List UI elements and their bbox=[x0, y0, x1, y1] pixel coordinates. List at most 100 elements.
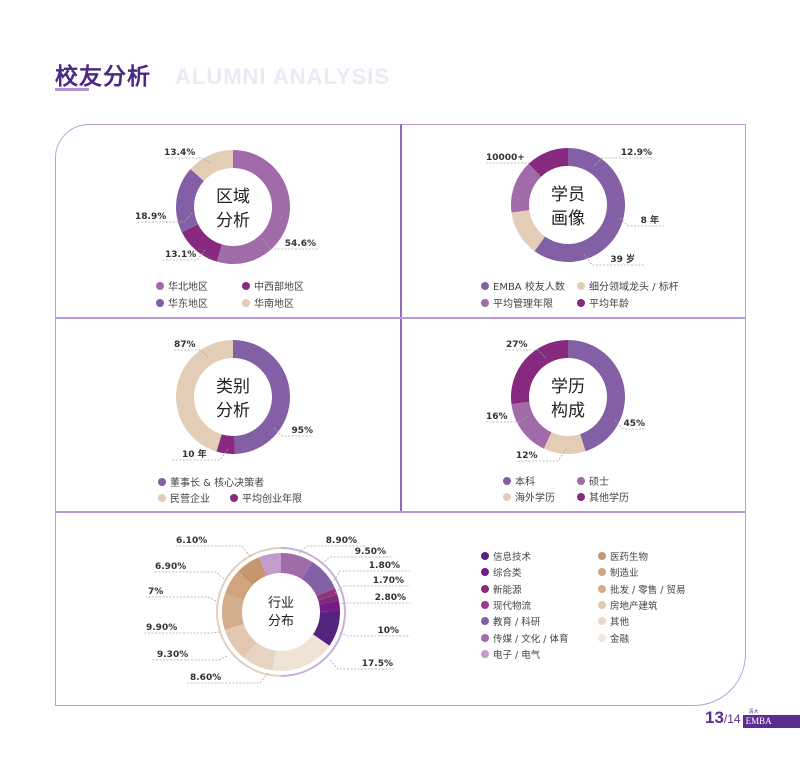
legend-label: EMBA 校友人数 bbox=[493, 282, 565, 293]
page-total: /14 bbox=[723, 712, 741, 726]
legend-label: 本科 bbox=[515, 477, 535, 488]
donut-slice bbox=[181, 224, 222, 262]
donut-slice bbox=[510, 340, 568, 405]
legend-dot bbox=[598, 617, 606, 626]
badge-label: EMBA bbox=[745, 716, 772, 726]
legend-label: 硕士 bbox=[589, 477, 609, 488]
donut-slice bbox=[237, 557, 267, 586]
legend-item: 其他 bbox=[598, 614, 629, 628]
slice-value-label: 16% bbox=[486, 412, 508, 422]
legend-label: 教育 / 科研 bbox=[493, 617, 541, 629]
legend-label: 制造业 bbox=[610, 568, 639, 580]
legend-label: 批发 / 零售 / 贸易 bbox=[610, 584, 686, 596]
legend-label: 房地产建筑 bbox=[610, 600, 658, 612]
slice-value-label: 1.80% bbox=[369, 561, 400, 571]
donut-center-title: 区域 bbox=[216, 187, 250, 207]
donut-slice bbox=[319, 600, 340, 612]
slice-value-label: 27% bbox=[506, 340, 528, 350]
legend-item: 民营企业 bbox=[158, 490, 210, 505]
slice-value-label: 6.90% bbox=[155, 562, 186, 572]
slice-value-label: 10000+ bbox=[486, 153, 525, 163]
badge-sup: 清大 bbox=[748, 710, 759, 715]
donut-slice bbox=[221, 593, 244, 630]
legend-item: 华北地区 bbox=[156, 278, 208, 293]
slice-value-label: 9.30% bbox=[157, 650, 188, 660]
slice-value-label: 9.90% bbox=[146, 623, 177, 633]
legend-item: 金融 bbox=[598, 631, 629, 645]
legend-label: 电子 / 电气 bbox=[493, 649, 541, 661]
slice-value-label: 10 年 bbox=[182, 448, 207, 460]
donut-slice bbox=[543, 432, 586, 454]
legend-dot bbox=[577, 281, 585, 290]
page-title: 校友分析 bbox=[55, 64, 151, 91]
legend-label: 其他学历 bbox=[589, 493, 629, 504]
legend-dot bbox=[598, 584, 606, 593]
legend-dot bbox=[598, 568, 606, 577]
legend-label: 华南地区 bbox=[254, 299, 294, 310]
legend-label: 其他 bbox=[610, 617, 630, 629]
donut-slice bbox=[272, 634, 330, 671]
legend-item: 平均创业年限 bbox=[230, 490, 302, 505]
legend-item: 信息技术 bbox=[481, 549, 531, 563]
legend-item: 医药生物 bbox=[598, 549, 648, 563]
legend-dot bbox=[230, 493, 238, 502]
slice-value-label: 13.4% bbox=[164, 148, 195, 158]
legend-label: 细分领域龙头 / 标杆 bbox=[589, 282, 679, 293]
donut-slice bbox=[190, 150, 233, 182]
donut-slice bbox=[301, 561, 335, 597]
donut-slice bbox=[176, 169, 204, 233]
donut-slice bbox=[510, 163, 542, 213]
legend-item: 平均管理年限 bbox=[481, 295, 553, 310]
legend-dot bbox=[158, 493, 166, 502]
slice-value-label: 7% bbox=[148, 587, 163, 597]
slice-value-label: 2.80% bbox=[375, 593, 406, 603]
legend-label: 海外学历 bbox=[515, 493, 555, 504]
slice-value-label: 87% bbox=[174, 340, 196, 350]
slice-value-label: 9.50% bbox=[355, 547, 386, 557]
legend-dot bbox=[158, 477, 166, 486]
emba-badge: 清大 EMBA bbox=[742, 710, 800, 728]
legend-label: 传媒 / 文化 / 体育 bbox=[493, 633, 569, 645]
legend-item: 海外学历 bbox=[503, 489, 555, 504]
legend-dot bbox=[481, 649, 489, 658]
donut-slice bbox=[318, 594, 339, 605]
legend-label: 金融 bbox=[610, 633, 630, 645]
legend-label: 民营企业 bbox=[170, 494, 210, 505]
divider-horizontal-2 bbox=[55, 511, 746, 513]
donut-center-title: 类别 bbox=[216, 377, 250, 397]
legend-item: 电子 / 电气 bbox=[481, 647, 540, 661]
donut-slice bbox=[568, 340, 625, 452]
legend-item: 平均年龄 bbox=[577, 295, 629, 310]
legend-dot bbox=[481, 617, 489, 626]
legend-dot bbox=[577, 476, 585, 485]
legend-item: 新能源 bbox=[481, 582, 522, 596]
legend-dot bbox=[481, 633, 489, 642]
slice-value-label: 6.10% bbox=[176, 536, 207, 546]
page-indicator: 13 /14 清大 EMBA bbox=[705, 708, 800, 728]
slice-value-label: 17.5% bbox=[362, 659, 393, 669]
legend-label: 董事长 & 核心决策者 bbox=[170, 478, 265, 489]
donut-slice bbox=[281, 553, 313, 579]
legend-item: 批发 / 零售 / 贸易 bbox=[598, 582, 685, 596]
legend-item: 教育 / 科研 bbox=[481, 614, 540, 628]
donut-center-title: 分析 bbox=[216, 211, 250, 231]
legend-label: 平均年龄 bbox=[589, 299, 629, 310]
donut-center-title: 学历 bbox=[551, 377, 585, 397]
donut-center-title: 行业 bbox=[268, 596, 294, 611]
legend-item: 综合类 bbox=[481, 565, 522, 579]
legend-label: 现代物流 bbox=[493, 600, 532, 612]
legend-dot bbox=[242, 281, 250, 290]
legend-item: 硕士 bbox=[577, 473, 609, 488]
donut-center-title: 构成 bbox=[551, 401, 585, 421]
donut-slice bbox=[176, 340, 233, 452]
slice-value-label: 54.6% bbox=[285, 239, 316, 249]
page-header: 校友分析 ALUMNI ANALYSIS bbox=[55, 58, 390, 92]
slice-value-label: 10% bbox=[377, 626, 399, 636]
donut-slice bbox=[511, 401, 552, 449]
donut-slice bbox=[224, 623, 257, 658]
legend-dot bbox=[503, 492, 511, 501]
legend-item: 细分领域龙头 / 标杆 bbox=[577, 278, 679, 293]
